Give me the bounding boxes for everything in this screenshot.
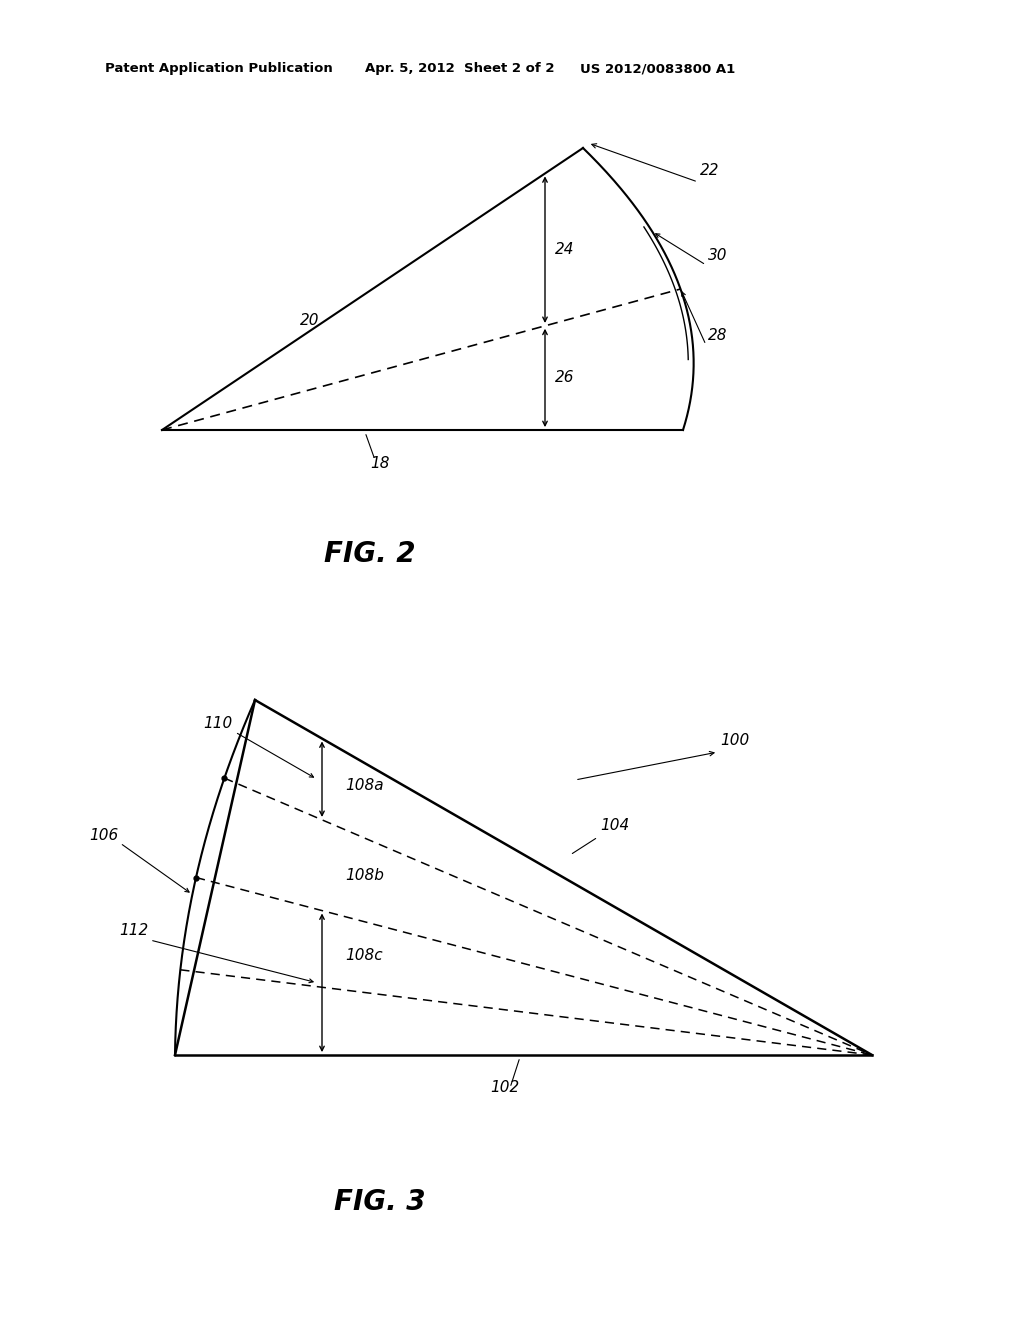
Text: Patent Application Publication: Patent Application Publication bbox=[105, 62, 333, 75]
Text: 100: 100 bbox=[720, 733, 750, 748]
Text: Apr. 5, 2012  Sheet 2 of 2: Apr. 5, 2012 Sheet 2 of 2 bbox=[365, 62, 555, 75]
Text: 20: 20 bbox=[300, 313, 319, 327]
Text: 110: 110 bbox=[203, 715, 232, 731]
Text: FIG. 2: FIG. 2 bbox=[325, 540, 416, 568]
Text: 106: 106 bbox=[89, 828, 118, 843]
Text: US 2012/0083800 A1: US 2012/0083800 A1 bbox=[580, 62, 735, 75]
Text: 108b: 108b bbox=[345, 869, 384, 883]
Text: 102: 102 bbox=[490, 1080, 519, 1096]
Text: 108c: 108c bbox=[345, 948, 383, 964]
Text: FIG. 3: FIG. 3 bbox=[334, 1188, 426, 1216]
Text: 24: 24 bbox=[555, 242, 574, 257]
Text: 26: 26 bbox=[555, 371, 574, 385]
Text: 112: 112 bbox=[119, 923, 148, 939]
Text: 108a: 108a bbox=[345, 777, 384, 793]
Text: 18: 18 bbox=[371, 455, 390, 471]
Text: 22: 22 bbox=[700, 162, 720, 178]
Text: 30: 30 bbox=[708, 248, 727, 263]
Text: 104: 104 bbox=[600, 818, 630, 833]
Text: 28: 28 bbox=[708, 327, 727, 343]
